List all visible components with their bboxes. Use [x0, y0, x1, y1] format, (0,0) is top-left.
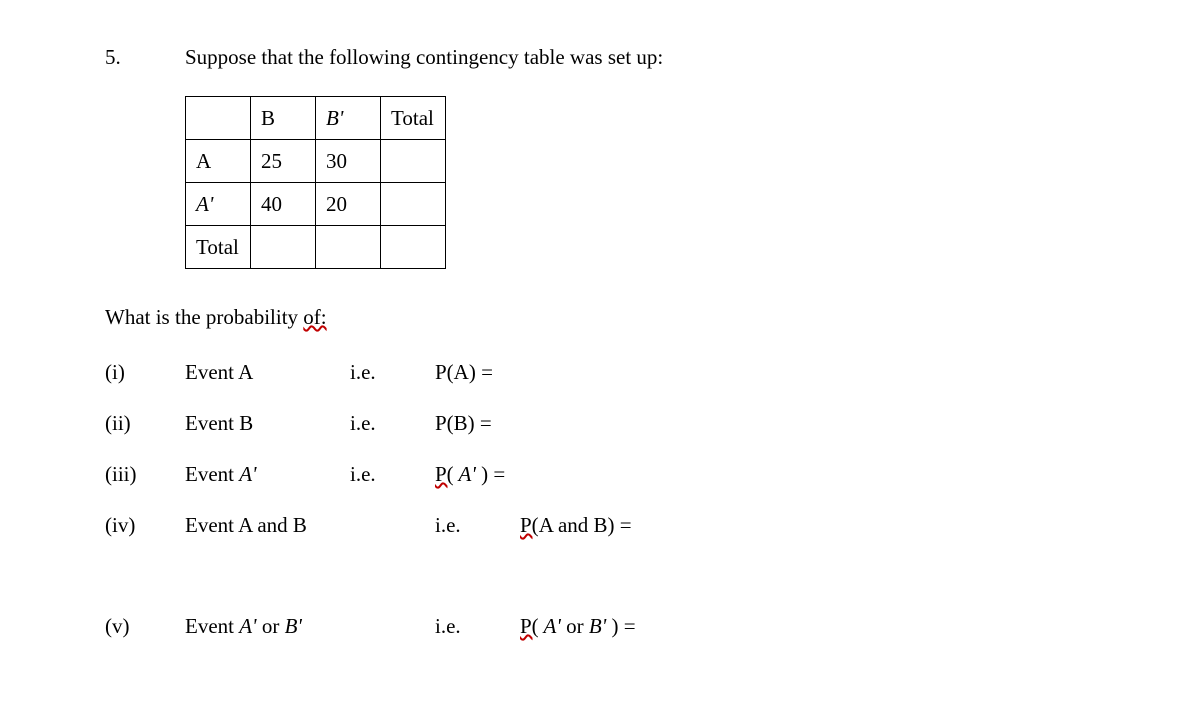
- expr-part: ) =: [611, 614, 635, 638]
- item-expression: P(B) =: [435, 411, 492, 436]
- vertical-gap: [105, 564, 1105, 588]
- event-name: A': [239, 462, 256, 486]
- ie-label: i.e.: [350, 462, 435, 487]
- table-cell: [381, 140, 446, 183]
- table-cell: B': [316, 97, 381, 140]
- table-row: A 25 30: [186, 140, 446, 183]
- expr-part: A and B) =: [539, 513, 632, 537]
- prompt-prefix: What is the probability: [105, 305, 303, 329]
- question-number: 5.: [105, 45, 185, 70]
- table-cell: [381, 226, 446, 269]
- item-event: Event A and B: [185, 513, 435, 538]
- table-cell: [316, 226, 381, 269]
- item-i: (i) Event A i.e. P(A) =: [105, 360, 1105, 385]
- table-cell: 20: [316, 183, 381, 226]
- item-number: (ii): [105, 411, 185, 436]
- ie-label: i.e.: [435, 513, 520, 538]
- ie-label: i.e.: [435, 614, 520, 639]
- item-number: (i): [105, 360, 185, 385]
- event-name: B': [285, 614, 302, 638]
- item-iii: (iii) Event A' i.e. P( A' ) =: [105, 462, 1105, 487]
- event-prefix: Event: [185, 614, 239, 638]
- expr-part: A': [454, 462, 481, 486]
- event-prefix: Event: [185, 513, 238, 537]
- table-cell: B: [251, 97, 316, 140]
- item-expression: P(A) =: [435, 360, 493, 385]
- expr-part: A': [539, 614, 566, 638]
- expr-part: B': [589, 614, 612, 638]
- table-header-row: B B' Total: [186, 97, 446, 140]
- table-cell: A': [186, 183, 251, 226]
- item-expression: P( A' or B' ) =: [520, 614, 636, 639]
- item-event: Event A' or B': [185, 614, 435, 639]
- items-list: (i) Event A i.e. P(A) = (ii) Event B i.e…: [105, 360, 1105, 639]
- table-cell: Total: [381, 97, 446, 140]
- expr-part: ) =: [481, 462, 505, 486]
- item-expression: P(A and B) =: [520, 513, 632, 538]
- item-event: Event B: [185, 411, 350, 436]
- table-cell: 30: [316, 140, 381, 183]
- item-number: (iv): [105, 513, 185, 538]
- contingency-table: B B' Total A 25 30 A' 40 20 Total: [185, 96, 446, 269]
- event-prefix: Event: [185, 360, 238, 384]
- question-block: 5. Suppose that the following contingenc…: [105, 45, 1105, 639]
- item-event: Event A: [185, 360, 350, 385]
- ie-label: i.e.: [350, 411, 435, 436]
- table-cell: 25: [251, 140, 316, 183]
- item-iv: (iv) Event A and B i.e. P(A and B) =: [105, 513, 1105, 538]
- event-name: A and B: [238, 513, 307, 537]
- event-name: B: [239, 411, 253, 435]
- event-name: A: [238, 360, 253, 384]
- ie-label: i.e.: [350, 360, 435, 385]
- contingency-table-wrap: B B' Total A 25 30 A' 40 20 Total: [185, 96, 1105, 269]
- event-prefix: Event: [185, 411, 239, 435]
- event-name: A': [239, 614, 256, 638]
- item-expression: P( A' ) =: [435, 462, 505, 487]
- item-number: (iii): [105, 462, 185, 487]
- intro-text: Suppose that the following contingency t…: [185, 45, 1105, 70]
- event-prefix: Event: [185, 462, 239, 486]
- prompt-text: What is the probability of:: [105, 305, 1105, 330]
- item-ii: (ii) Event B i.e. P(B) =: [105, 411, 1105, 436]
- table-cell: [381, 183, 446, 226]
- item-event: Event A': [185, 462, 350, 487]
- prompt-underlined: of:: [303, 305, 326, 329]
- table-cell: [186, 97, 251, 140]
- item-v: (v) Event A' or B' i.e. P( A' or B' ) =: [105, 614, 1105, 639]
- expr-part: P(: [435, 462, 454, 486]
- table-row: A' 40 20: [186, 183, 446, 226]
- expr-part: P(: [520, 513, 539, 537]
- table-cell: [251, 226, 316, 269]
- question-header: 5. Suppose that the following contingenc…: [105, 45, 1105, 70]
- table-cell: Total: [186, 226, 251, 269]
- table-row: Total: [186, 226, 446, 269]
- table-cell: A: [186, 140, 251, 183]
- expr-part: or: [566, 614, 589, 638]
- table-cell: 40: [251, 183, 316, 226]
- expr-part: P(: [520, 614, 539, 638]
- event-mid: or: [257, 614, 285, 638]
- item-number: (v): [105, 614, 185, 639]
